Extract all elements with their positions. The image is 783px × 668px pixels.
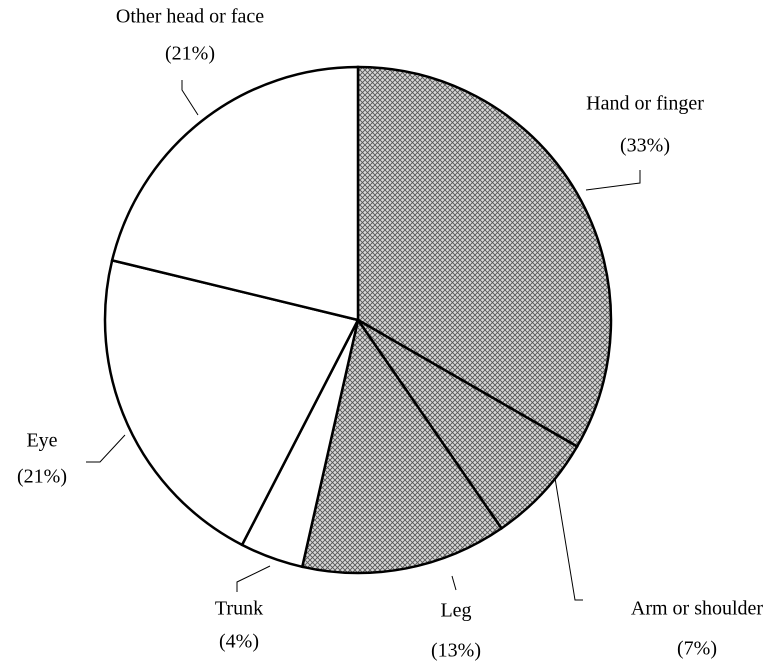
leader-line [181,80,199,116]
slice-label: Leg [440,600,471,622]
pie-slice [356,65,613,449]
pie-slice [356,318,579,531]
slice-label: Hand or finger [586,93,704,115]
slice-label: Arm or shoulder [631,598,764,620]
slice-label: Trunk [215,598,263,620]
leader-line [236,565,271,592]
slice-label: Other head or face [116,6,264,28]
leader-line [585,170,641,191]
pie-slice [110,65,360,322]
leader-line [86,434,126,463]
pie-slice [103,258,360,547]
value-label: (4%) [219,631,259,653]
value-label: (21%) [165,43,215,65]
leader-line [554,477,583,601]
pie-slice [300,316,504,575]
value-label: (13%) [431,640,481,662]
value-label: (7%) [677,638,717,660]
slice-label: Eye [26,430,57,452]
leader-line [451,575,457,591]
value-label: (33%) [620,135,670,157]
value-label: (21%) [17,466,67,488]
